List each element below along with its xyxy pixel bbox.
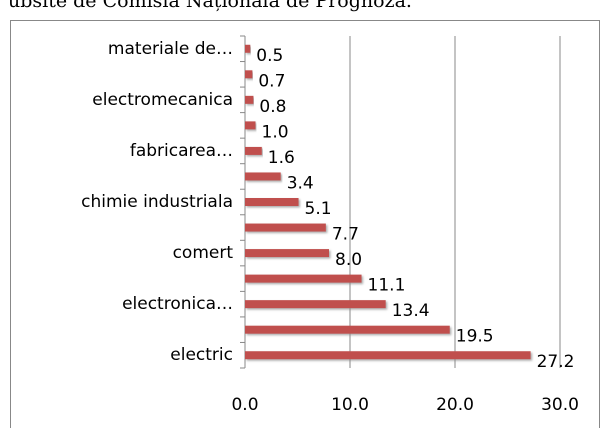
chart-frame bbox=[10, 20, 600, 428]
y-tick-label: chimie industriala bbox=[81, 192, 233, 212]
y-tick-label: electric bbox=[170, 345, 233, 365]
bar bbox=[245, 44, 251, 53]
y-tick-label: fabricarea… bbox=[130, 141, 233, 161]
caption: ubsite de Comisia Națională de Prognoză. bbox=[8, 0, 412, 12]
x-tick-label: 10.0 bbox=[331, 395, 369, 415]
bar bbox=[245, 95, 254, 104]
value-label: 0.5 bbox=[256, 46, 283, 66]
value-label: 11.1 bbox=[368, 276, 406, 296]
bar bbox=[245, 172, 281, 181]
y-tick-label: electromecanica bbox=[92, 90, 233, 110]
y-tick-label: electronica… bbox=[122, 294, 233, 314]
x-tick-label: 30.0 bbox=[541, 395, 579, 415]
bar bbox=[245, 300, 386, 309]
value-label: 8.0 bbox=[335, 250, 362, 270]
bar bbox=[245, 351, 531, 360]
bar bbox=[245, 249, 329, 258]
bar bbox=[245, 198, 299, 206]
bar bbox=[245, 70, 253, 79]
y-tick-label: materiale de… bbox=[108, 39, 233, 59]
value-label: 13.4 bbox=[392, 301, 430, 321]
value-label: 7.7 bbox=[332, 225, 359, 245]
y-tick-label: comert bbox=[173, 243, 234, 263]
value-label: 19.5 bbox=[456, 327, 494, 347]
bar bbox=[245, 274, 362, 283]
value-label: 5.1 bbox=[305, 199, 332, 219]
value-label: 0.7 bbox=[258, 71, 285, 91]
value-label: 3.4 bbox=[287, 173, 314, 193]
value-label: 27.2 bbox=[537, 352, 575, 372]
bar bbox=[245, 121, 256, 130]
bar bbox=[245, 325, 450, 334]
value-label: 1.6 bbox=[268, 148, 295, 168]
x-tick-label: 0.0 bbox=[231, 395, 258, 415]
value-label: 0.8 bbox=[259, 97, 286, 117]
value-label: 1.0 bbox=[262, 122, 289, 142]
bar bbox=[245, 146, 262, 155]
x-tick-label: 20.0 bbox=[436, 395, 474, 415]
bar bbox=[245, 223, 326, 232]
